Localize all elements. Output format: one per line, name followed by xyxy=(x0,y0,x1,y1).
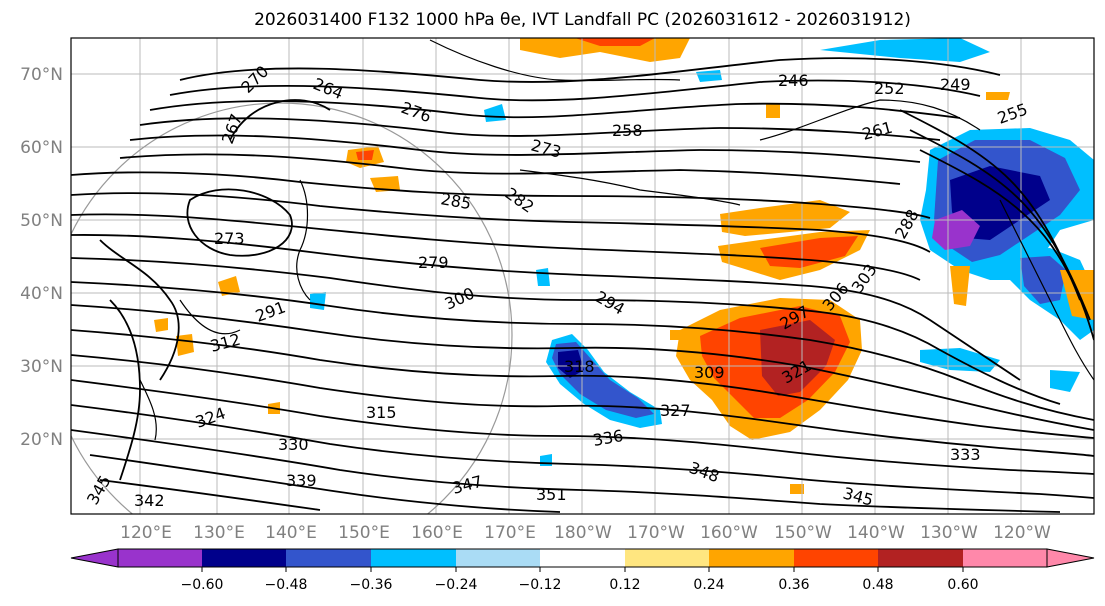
plot-frame xyxy=(70,37,1095,515)
coastlines xyxy=(139,39,1094,441)
gridlines xyxy=(71,38,1094,514)
lon-label: 120°E xyxy=(120,523,172,543)
contour-label: 258 xyxy=(612,121,643,140)
colorbar-tick: −0.24 xyxy=(435,577,478,593)
colorbar-tick: 0.60 xyxy=(947,577,978,593)
range-ring xyxy=(71,102,513,514)
latitude-labels: 70°N 60°N 50°N 40°N 30°N 20°N xyxy=(20,65,63,450)
longitude-labels: 120°E 130°E 140°E 150°E 160°E 170°E 180°… xyxy=(120,523,1051,543)
lon-label: 170°E xyxy=(484,523,536,543)
shaded-field xyxy=(154,38,1094,494)
lon-label: 130°E xyxy=(193,523,245,543)
colorbar-tick: 0.12 xyxy=(609,577,640,593)
lon-label: 160°W xyxy=(700,523,758,543)
lat-label: 60°N xyxy=(20,138,63,158)
contour-label: 333 xyxy=(950,445,981,464)
colorbar: −0.60 −0.48 −0.36 −0.24 −0.12 0.12 0.24 … xyxy=(70,548,1095,593)
colorbar-tick: 0.36 xyxy=(778,577,809,593)
lon-label: 130°W xyxy=(920,523,978,543)
lon-label: 140°E xyxy=(265,523,317,543)
lon-label: 160°E xyxy=(411,523,463,543)
contour-label: 252 xyxy=(874,79,905,98)
lat-label: 20°N xyxy=(20,430,63,450)
contour-label: 279 xyxy=(418,253,449,272)
theta-e-contours xyxy=(71,57,1094,513)
lon-label: 170°W xyxy=(627,523,685,543)
contour-label: 330 xyxy=(278,435,309,454)
lat-label: 30°N xyxy=(20,357,63,377)
contour-label: 351 xyxy=(536,485,567,504)
colorbar-extend-right xyxy=(1046,548,1095,568)
colorbar-tick: 0.24 xyxy=(693,577,724,593)
lat-label: 40°N xyxy=(20,284,63,304)
contour-label: 309 xyxy=(694,363,725,382)
contour-label: 327 xyxy=(660,401,691,420)
contour-label: 273 xyxy=(214,229,245,248)
colorbar-tick: −0.48 xyxy=(265,577,308,593)
colorbar-extend-left xyxy=(70,548,119,568)
lon-label: 180°W xyxy=(554,523,612,543)
contour-label: 246 xyxy=(778,71,809,90)
lat-label: 70°N xyxy=(20,65,63,85)
contour-label: 315 xyxy=(366,403,397,422)
colorbar-tick: −0.36 xyxy=(350,577,393,593)
colorbar-tick: −0.60 xyxy=(181,577,224,593)
lon-label: 120°W xyxy=(993,523,1051,543)
contour-label: 342 xyxy=(134,491,165,510)
contour-label: 249 xyxy=(940,75,971,94)
contour-label: 339 xyxy=(286,471,317,490)
lat-label: 50°N xyxy=(20,211,63,231)
lon-label: 140°W xyxy=(847,523,905,543)
lon-label: 150°W xyxy=(774,523,832,543)
lon-label: 150°E xyxy=(338,523,390,543)
contour-label: 318 xyxy=(564,357,595,376)
colorbar-tick: 0.48 xyxy=(862,577,893,593)
colorbar-tick: −0.12 xyxy=(519,577,562,593)
map-title: 2026031400 F132 1000 hPa θe, IVT Landfal… xyxy=(254,10,911,30)
